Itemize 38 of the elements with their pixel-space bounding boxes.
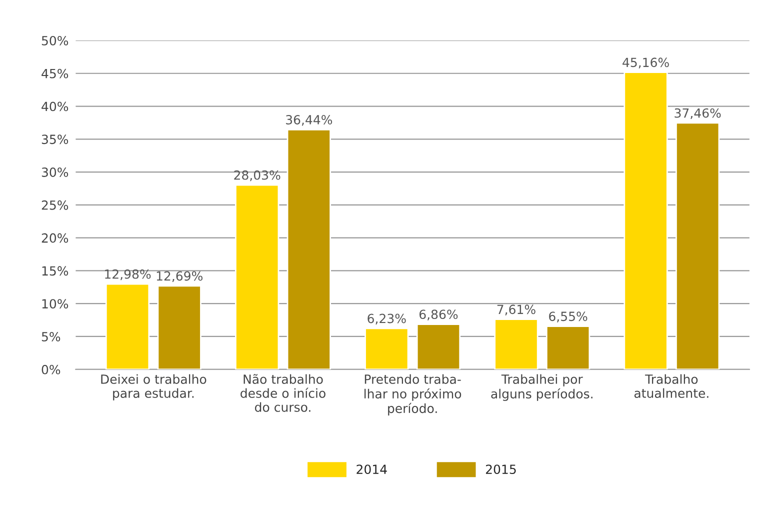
y-tick-label: 25% (42, 200, 68, 210)
bar (105, 283, 150, 370)
data-label: 6,86% (419, 310, 458, 320)
x-tick-label: Trabalho atualmente. (634, 374, 708, 398)
bar (624, 72, 668, 370)
y-tick-label: 40% (42, 102, 68, 112)
x-tick-label: Trabalhei por alguns períodos. (491, 374, 592, 401)
x-tick-label: Pretendo traba- lhar no próximo período. (364, 374, 462, 416)
data-label: 7,61% (497, 304, 536, 316)
bar (494, 318, 538, 370)
legend-label: 2014 (356, 464, 387, 474)
x-tick-label: Não trabalho desde o início do curso. (240, 374, 326, 412)
y-tick-label: 10% (42, 299, 68, 309)
bar (676, 122, 720, 370)
y-tick-label: 50% (42, 36, 68, 46)
data-label: 28,03% (234, 170, 280, 182)
data-label: 12,69% (156, 271, 202, 282)
y-tick-label: 20% (42, 233, 68, 243)
data-label: 45,16% (622, 58, 669, 68)
bar (235, 184, 280, 370)
x-tick-label: Deixei o trabalho para estudar. (101, 374, 206, 400)
y-tick-label: 0% (42, 364, 60, 374)
data-label: 12,98% (105, 269, 151, 280)
y-tick-label: 45% (42, 68, 68, 78)
y-tick-label: 30% (42, 168, 68, 177)
bar (286, 128, 331, 370)
bar (364, 328, 409, 370)
bar (546, 326, 590, 370)
y-tick-label: 35% (42, 134, 68, 144)
data-label: 6,55% (549, 312, 588, 322)
data-label: 37,46% (674, 108, 721, 120)
bar (157, 285, 202, 370)
y-tick-label: 5% (42, 332, 60, 342)
bar (416, 324, 461, 370)
legend-label: 2015 (486, 464, 516, 474)
y-tick-label: 15% (42, 266, 68, 276)
data-label: 36,44% (286, 115, 332, 126)
data-label: 6,23% (368, 314, 406, 324)
